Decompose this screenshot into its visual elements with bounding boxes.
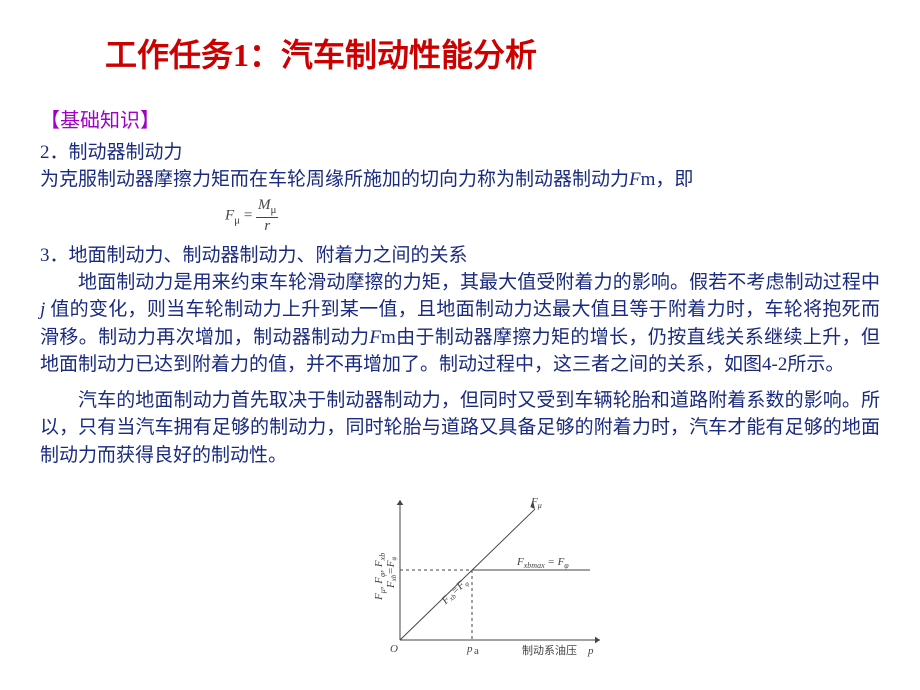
svg-text:p: p bbox=[587, 645, 594, 657]
svg-text:Fxbmax = Fφ: Fxbmax = Fφ bbox=[516, 556, 569, 570]
chart-svg: Opa制动系油压pFμ, Fφ, FxbFxb=FφFμFxbmax = FφF… bbox=[355, 485, 605, 665]
text-seg-b: m，即 bbox=[641, 169, 694, 190]
text-seg: 为克服制动器摩擦力矩而在车轮周缘所施加的切向力称为制动器制动力 bbox=[40, 169, 629, 190]
svg-text:a: a bbox=[474, 645, 479, 657]
section-label: 【基础知识】 bbox=[0, 76, 920, 133]
subhead-2: 2．制动器制动力 bbox=[0, 133, 920, 164]
svg-text:Fxb=Fφ: Fxb=Fφ bbox=[439, 576, 471, 608]
den: r bbox=[256, 218, 278, 234]
paragraph-4: 汽车的地面制动力首先取决于制动器制动力，但同时又受到车辆轮胎和道路附着系数的影响… bbox=[0, 385, 920, 470]
svg-text:制动系油压: 制动系油压 bbox=[522, 643, 577, 657]
svg-text:Fμ, Fφ, Fxb: Fμ, Fφ, Fxb bbox=[373, 553, 387, 601]
var-F2: F bbox=[369, 327, 381, 348]
lhs-base: F bbox=[225, 207, 234, 223]
num-base: M bbox=[258, 197, 271, 213]
page-title: 工作任务1：汽车制动性能分析 bbox=[0, 0, 920, 76]
eq: = bbox=[240, 207, 256, 223]
formula: Fμ = Mμr bbox=[225, 198, 278, 234]
fraction: Mμr bbox=[256, 198, 278, 234]
formula-block: Fμ = Mμr bbox=[0, 194, 920, 236]
svg-text:p: p bbox=[466, 643, 473, 655]
num-sub: μ bbox=[271, 204, 277, 216]
svg-text:Fμ: Fμ bbox=[530, 496, 542, 510]
var-F: F bbox=[629, 169, 641, 190]
paragraph-3: 地面制动力是用来约束车轮滑动摩擦的力矩，其最大值受附着力的影响。假若不考虑制动过… bbox=[0, 267, 920, 379]
svg-text:O: O bbox=[390, 643, 398, 655]
p3a: 地面制动力是用来约束车轮滑动摩擦的力矩，其最大值受附着力的影响。假若不考虑制动过… bbox=[78, 272, 880, 293]
sub2-definition: 为克服制动器摩擦力矩而在车轮周缘所施加的切向力称为制动器制动力Fm，即 bbox=[0, 164, 920, 194]
svg-text:Fxb=Fφ: Fxb=Fφ bbox=[385, 556, 398, 589]
chart-figure: Opa制动系油压pFμ, Fφ, FxbFxb=FφFμFxbmax = FφF… bbox=[355, 485, 605, 665]
subhead-3: 3．地面制动力、制动器制动力、附着力之间的关系 bbox=[0, 236, 920, 267]
